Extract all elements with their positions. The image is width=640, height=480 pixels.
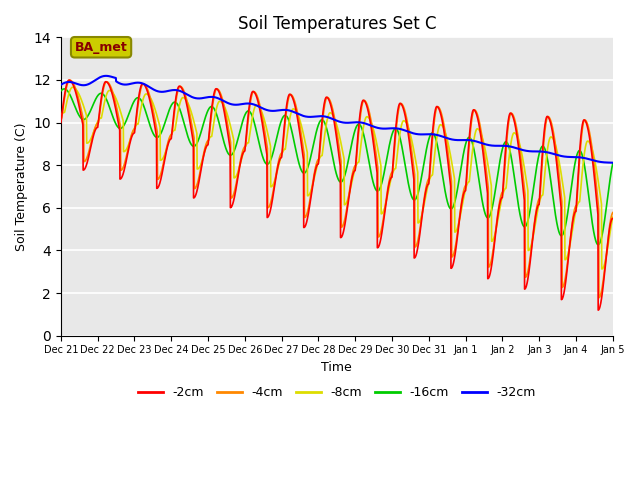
Text: BA_met: BA_met: [75, 41, 127, 54]
Legend: -2cm, -4cm, -8cm, -16cm, -32cm: -2cm, -4cm, -8cm, -16cm, -32cm: [132, 381, 541, 404]
X-axis label: Time: Time: [321, 361, 352, 374]
Y-axis label: Soil Temperature (C): Soil Temperature (C): [15, 122, 28, 251]
Title: Soil Temperatures Set C: Soil Temperatures Set C: [237, 15, 436, 33]
